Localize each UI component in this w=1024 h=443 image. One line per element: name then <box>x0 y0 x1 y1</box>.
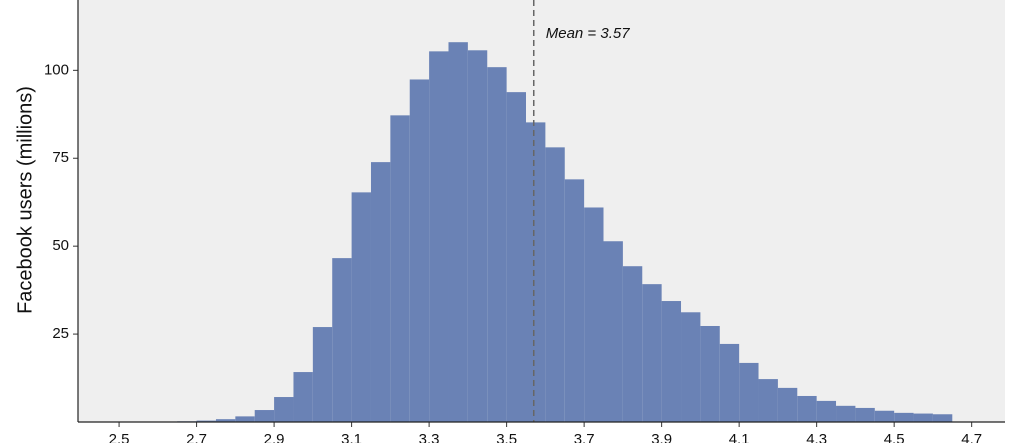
bar <box>874 410 895 422</box>
bar <box>932 414 953 422</box>
bar <box>913 413 933 422</box>
bar <box>816 400 837 422</box>
x-tick-label: 2.9 <box>264 431 285 443</box>
x-tick-label: 2.7 <box>186 431 207 443</box>
bar <box>390 115 410 422</box>
x-tick-label: 3.1 <box>341 431 362 443</box>
x-tick-label: 3.9 <box>651 431 672 443</box>
bar <box>739 362 759 422</box>
bar <box>312 327 333 422</box>
x-tick-label: 2.5 <box>109 431 130 443</box>
y-tick-label: 100 <box>44 61 69 78</box>
x-tick-label: 3.7 <box>574 431 595 443</box>
bar <box>564 179 585 422</box>
bar <box>506 92 526 423</box>
bar <box>196 420 216 422</box>
bar <box>719 343 740 422</box>
bar <box>293 372 313 422</box>
x-tick-label: 4.3 <box>806 431 827 443</box>
y-axis-label: Facebook users (millions) <box>14 86 36 314</box>
bar <box>332 258 352 422</box>
bar <box>622 266 643 422</box>
x-tick-label: 4.7 <box>961 431 982 443</box>
bar <box>603 241 623 422</box>
x-tick-label: 3.5 <box>496 431 517 443</box>
y-tick-label: 25 <box>52 325 69 342</box>
bar <box>584 207 604 422</box>
bar <box>467 50 488 423</box>
bar <box>409 79 430 422</box>
bar <box>351 192 371 422</box>
x-tick-label: 4.5 <box>884 431 905 443</box>
x-tick-label: 4.1 <box>729 431 750 443</box>
annotation: Mean = 3.57 <box>546 25 630 42</box>
bar <box>855 407 875 422</box>
bar <box>700 325 720 422</box>
bar <box>525 122 546 422</box>
bar <box>235 416 255 422</box>
bar <box>642 284 662 422</box>
bar <box>836 405 856 422</box>
bar <box>215 419 236 422</box>
bar <box>894 412 914 422</box>
bar <box>681 312 701 422</box>
bar <box>254 410 275 422</box>
bar <box>758 379 778 422</box>
bar <box>797 395 817 422</box>
y-tick-label: 75 <box>52 149 69 166</box>
bar <box>545 147 565 422</box>
bar <box>777 387 798 422</box>
bar <box>429 51 449 423</box>
bar <box>661 301 682 422</box>
x-tick-label: 3.3 <box>419 431 440 443</box>
bar <box>274 397 294 422</box>
y-tick-label: 50 <box>52 237 69 254</box>
bar <box>370 162 391 422</box>
bar <box>487 67 507 422</box>
bar <box>448 42 468 422</box>
